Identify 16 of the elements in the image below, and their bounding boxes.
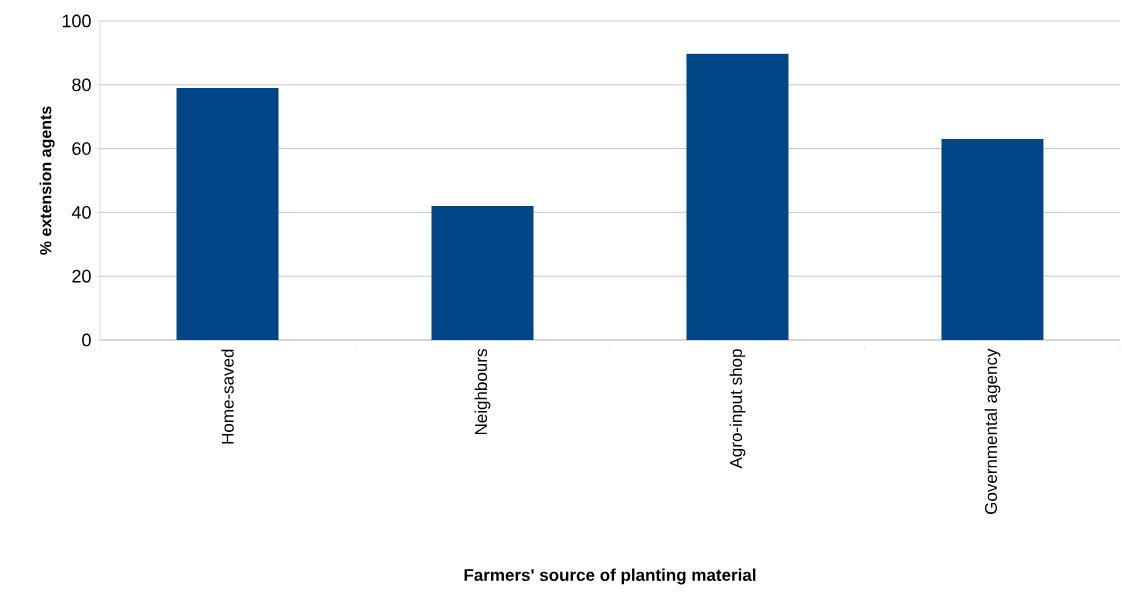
y-axis-title: % extension agents (39, 106, 55, 255)
bar (176, 87, 279, 340)
y-tick-label: 40 (71, 206, 91, 219)
x-axis-title: Farmers' source of planting material (464, 568, 756, 585)
x-tick-label: Home-saved (221, 349, 234, 444)
bar (686, 53, 789, 340)
x-tick-label: Neighbours (474, 349, 491, 435)
y-tick-label: 100 (62, 14, 91, 28)
y-tick-label: 20 (72, 269, 91, 283)
y-tick-label: 60 (72, 142, 91, 155)
y-tick-label: 0 (82, 333, 91, 347)
bar (941, 139, 1044, 340)
x-tick-label: Governmental agency (984, 348, 1001, 514)
x-tick-label: Agro-input shop (729, 349, 746, 469)
bar (431, 206, 534, 340)
y-tick-label: 80 (72, 78, 91, 92)
